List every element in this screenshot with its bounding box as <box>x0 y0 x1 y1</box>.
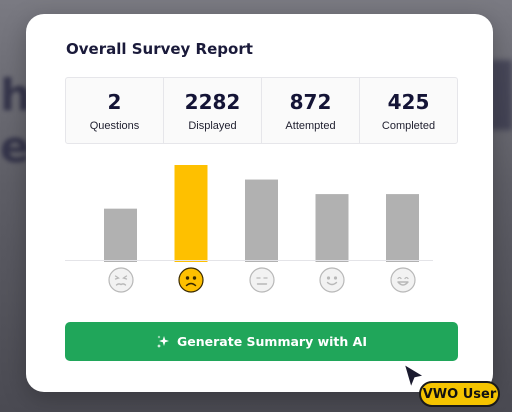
generate-summary-label: Generate Summary with AI <box>177 334 367 349</box>
stats-row: 2 Questions 2282 Displayed 872 Attempted… <box>65 77 458 144</box>
unhappy-face-icon[interactable] <box>178 267 204 293</box>
generate-summary-button[interactable]: Generate Summary with AI <box>65 322 458 361</box>
stat-value: 872 <box>289 89 332 114</box>
bar-happy <box>315 194 349 262</box>
stat-label: Attempted <box>285 119 336 132</box>
bar-unhappy <box>174 165 208 262</box>
background-blur-edge <box>490 60 512 130</box>
very-unhappy-face-icon[interactable] <box>107 267 134 293</box>
stat-label: Displayed <box>188 119 237 132</box>
neutral-face-icon[interactable] <box>248 267 275 293</box>
user-badge: VWO User <box>419 381 500 407</box>
stat-displayed: 2282 Displayed <box>164 78 262 143</box>
bar-very-unhappy <box>104 208 137 262</box>
happy-face-icon[interactable] <box>319 267 345 293</box>
report-title: Overall Survey Report <box>66 40 253 58</box>
bar-very-happy <box>386 194 419 262</box>
rating-faces-row <box>65 267 458 299</box>
bar-neutral <box>245 179 278 262</box>
stat-value: 2 <box>107 89 122 114</box>
stat-attempted: 872 Attempted <box>262 78 360 143</box>
very-happy-face-icon[interactable] <box>389 267 416 293</box>
stat-completed: 425 Completed <box>360 78 457 143</box>
stat-value: 2282 <box>184 89 241 114</box>
cursor-arrow-icon <box>403 363 425 389</box>
chart-baseline <box>65 260 433 261</box>
survey-report-card: Overall Survey Report 2 Questions 2282 D… <box>26 14 493 392</box>
stat-questions: 2 Questions <box>66 78 164 143</box>
response-bar-chart <box>104 165 419 262</box>
sparkle-icon <box>156 335 170 349</box>
stat-label: Completed <box>381 119 436 132</box>
stat-label: Questions <box>89 119 140 132</box>
stat-value: 425 <box>387 89 430 114</box>
